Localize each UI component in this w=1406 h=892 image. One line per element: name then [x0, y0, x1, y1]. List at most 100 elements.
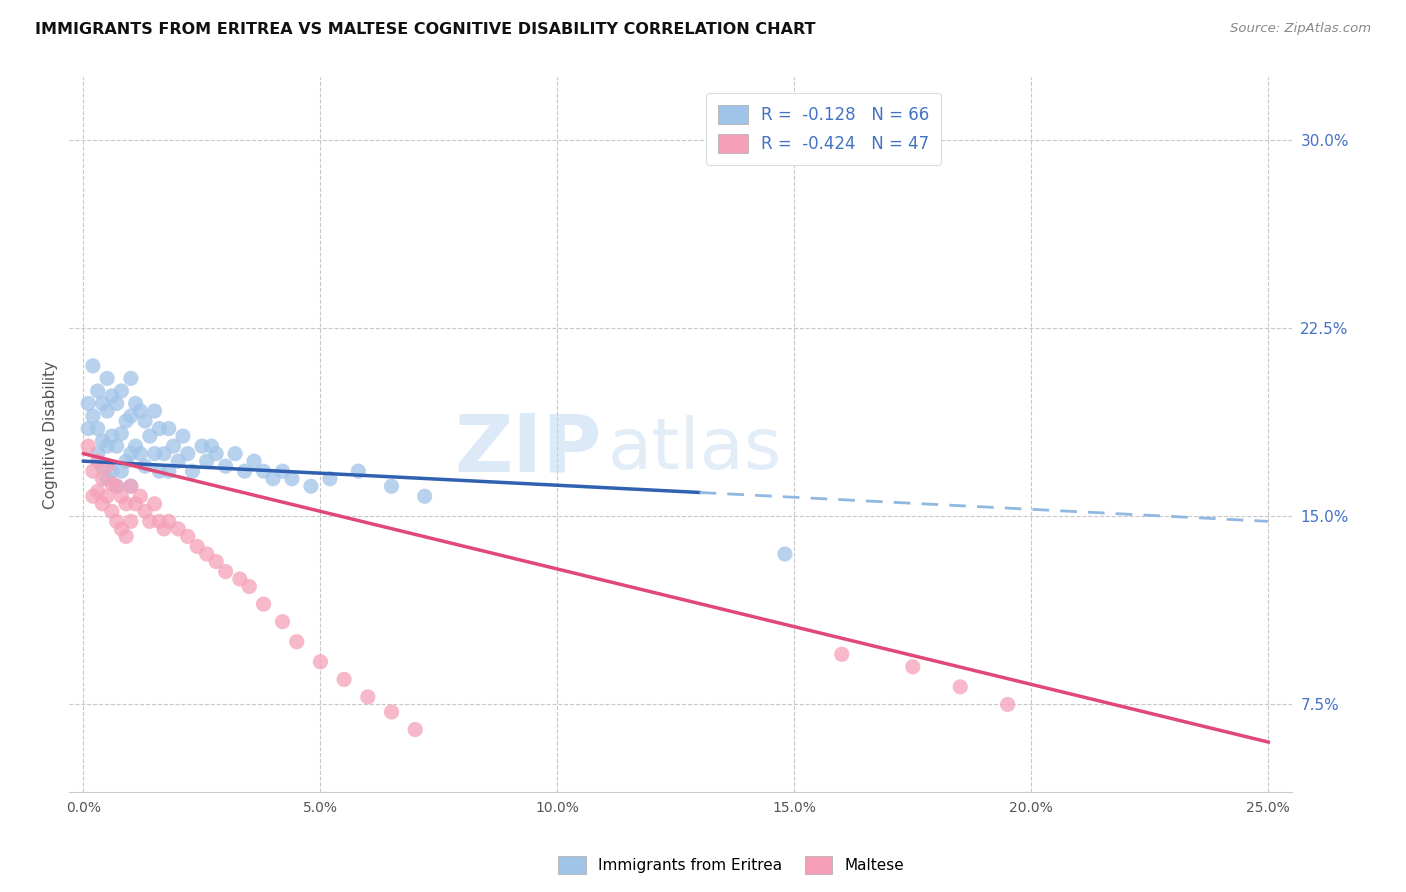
Point	[96, 404, 118, 418]
Point	[271, 464, 294, 478]
Point	[115, 414, 138, 428]
Point	[86, 454, 108, 468]
Point	[110, 464, 132, 478]
Point	[134, 504, 156, 518]
Point	[195, 547, 218, 561]
Point	[831, 648, 853, 662]
Point	[139, 429, 162, 443]
Point	[271, 615, 294, 629]
Point	[129, 489, 152, 503]
Point	[252, 464, 274, 478]
Point	[181, 464, 204, 478]
Point	[82, 409, 104, 423]
Point	[101, 504, 124, 518]
Point	[91, 472, 114, 486]
Point	[120, 479, 142, 493]
Point	[413, 489, 436, 503]
Point	[319, 472, 342, 486]
Point	[110, 489, 132, 503]
Point	[773, 547, 796, 561]
Point	[191, 439, 214, 453]
Point	[177, 529, 200, 543]
Point	[200, 439, 222, 453]
Point	[167, 522, 190, 536]
Point	[143, 404, 166, 418]
Point	[162, 439, 184, 453]
Point	[357, 690, 380, 704]
Point	[224, 447, 246, 461]
Point	[143, 447, 166, 461]
Point	[229, 572, 252, 586]
Point	[949, 680, 972, 694]
Point	[143, 497, 166, 511]
Point	[115, 454, 138, 468]
Point	[115, 497, 138, 511]
Point	[299, 479, 322, 493]
Point	[77, 439, 100, 453]
Point	[120, 447, 142, 461]
Point	[238, 580, 260, 594]
Point	[105, 479, 128, 493]
Point	[105, 396, 128, 410]
Point	[96, 439, 118, 453]
Point	[901, 660, 924, 674]
Point	[195, 454, 218, 468]
Point	[177, 447, 200, 461]
Point	[91, 497, 114, 511]
Point	[82, 489, 104, 503]
Point	[86, 384, 108, 398]
Point	[333, 673, 356, 687]
Point	[233, 464, 256, 478]
Point	[281, 472, 304, 486]
Point	[243, 454, 266, 468]
Point	[91, 396, 114, 410]
Y-axis label: Cognitive Disability: Cognitive Disability	[44, 360, 58, 509]
Point	[110, 522, 132, 536]
Point	[77, 396, 100, 410]
Point	[96, 472, 118, 486]
Point	[124, 439, 146, 453]
Point	[285, 634, 308, 648]
Point	[115, 529, 138, 543]
Point	[124, 396, 146, 410]
Point	[153, 522, 176, 536]
Point	[380, 705, 402, 719]
Legend: Immigrants from Eritrea, Maltese: Immigrants from Eritrea, Maltese	[553, 850, 910, 880]
Point	[86, 447, 108, 461]
Point	[134, 414, 156, 428]
Point	[105, 514, 128, 528]
Point	[82, 464, 104, 478]
Point	[77, 421, 100, 435]
Point	[82, 359, 104, 373]
Point	[110, 384, 132, 398]
Point	[252, 597, 274, 611]
Point	[120, 514, 142, 528]
Text: ZIP: ZIP	[454, 410, 602, 488]
Point	[148, 464, 170, 478]
Point	[167, 454, 190, 468]
Point	[129, 447, 152, 461]
Point	[214, 459, 236, 474]
Point	[262, 472, 284, 486]
Text: Source: ZipAtlas.com: Source: ZipAtlas.com	[1230, 22, 1371, 36]
Point	[157, 514, 180, 528]
Point	[172, 429, 194, 443]
Text: atlas: atlas	[607, 415, 782, 483]
Point	[347, 464, 370, 478]
Point	[157, 464, 180, 478]
Point	[86, 484, 108, 499]
Point	[205, 554, 228, 568]
Point	[139, 514, 162, 528]
Point	[120, 409, 142, 423]
Legend: R =  -0.128   N = 66, R =  -0.424   N = 47: R = -0.128 N = 66, R = -0.424 N = 47	[706, 93, 941, 165]
Point	[120, 371, 142, 385]
Point	[101, 429, 124, 443]
Point	[96, 371, 118, 385]
Point	[91, 434, 114, 449]
Point	[205, 447, 228, 461]
Point	[186, 540, 208, 554]
Point	[101, 476, 124, 491]
Point	[309, 655, 332, 669]
Point	[105, 479, 128, 493]
Point	[110, 426, 132, 441]
